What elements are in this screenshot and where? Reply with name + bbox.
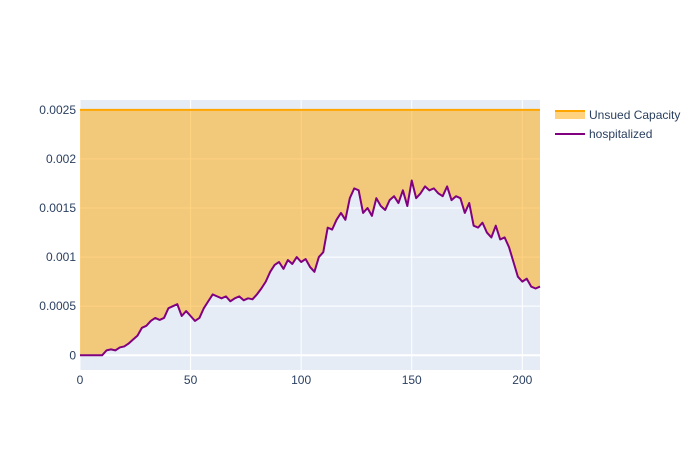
legend-label-hospitalized[interactable]: hospitalized [589,127,652,141]
data-layer [80,108,541,357]
unused-capacity-area [80,109,540,356]
y-tick-label: 0.002 [46,152,76,166]
hospitalized-line [80,179,541,357]
x-tick-label: 100 [291,373,311,387]
x-tick-label: 150 [402,373,422,387]
y-tick-label: 0 [69,348,76,362]
x-tick-label: 200 [512,373,532,387]
legend-label-unused-capacity[interactable]: Unsued Capacity [589,108,680,122]
legend-swatch-unused-capacity-fill [555,111,585,119]
legend[interactable]: Unsued Capacity hospitalized [555,108,680,141]
axis-labels: 0 50 100 150 200 0 0.0005 0.001 0.0015 0.002 0.002… [39,103,532,387]
x-tick-label: 0 [77,373,84,387]
y-tick-label: 0.0015 [39,201,76,215]
y-tick-label: 0.0025 [39,103,76,117]
x-tick-label: 50 [184,373,198,387]
y-tick-label: 0.0005 [39,299,76,313]
y-tick-label: 0.001 [46,250,76,264]
